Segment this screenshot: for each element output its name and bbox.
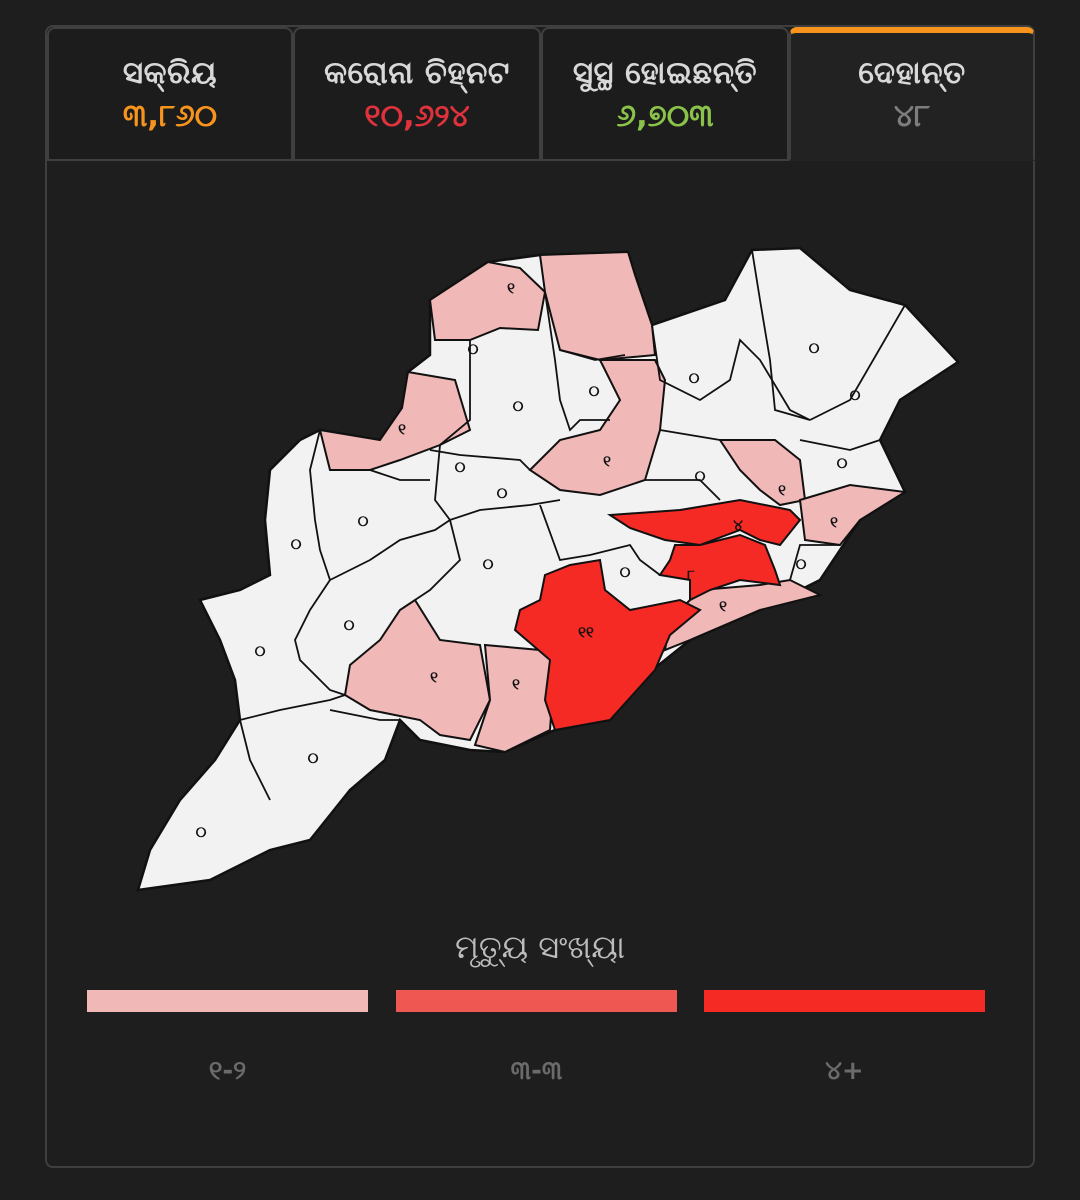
district-kandhamal[interactable] xyxy=(343,598,492,742)
district-label: ୦ xyxy=(358,512,369,530)
district-label: ୧ xyxy=(778,481,786,499)
district-sundargarh[interactable] xyxy=(428,260,547,341)
district-label: ୦ xyxy=(196,823,207,841)
district-angul[interactable] xyxy=(528,359,667,497)
district-jajpur[interactable] xyxy=(718,439,807,507)
district-label: ୧୧ xyxy=(578,623,594,641)
stats-tabs: ସକ୍ରିୟ ୩,୮୬୦ କରୋନା ଚିହ୍ନଟ ୧୦,୬୨୪ ସୁସ୍ଥ ହ… xyxy=(47,27,1035,163)
district-borders xyxy=(239,249,906,801)
district-label: ୧ xyxy=(398,420,406,438)
district-keonjhar[interactable] xyxy=(538,250,657,362)
district-label: ୦ xyxy=(513,397,524,415)
district-label: ୦ xyxy=(689,369,700,387)
tab-confirmed-value: ୧୦,୬୨୪ xyxy=(364,98,470,134)
tab-deceased-value: ୪୮ xyxy=(893,98,931,134)
district-label: ୦ xyxy=(308,749,319,767)
district-label: ୦ xyxy=(291,535,302,553)
tab-recovered[interactable]: ସୁସ୍ଥ ହୋଇଛନ୍ତି ୬,୭୦୩ xyxy=(541,27,789,161)
district-labels: ୧ ୦ ୦ ୦ ୦ ୦ ୦ ୧ ୦ ୧ ୦ ୦ ୦ ୦ ୦ ୧ ୪ ୧ ୦ ୮ … xyxy=(196,279,861,841)
tab-recovered-value: ୬,୭୦୩ xyxy=(616,98,714,134)
legend-swatch-low xyxy=(87,990,368,1012)
legend-label-low: ୧-୨ xyxy=(208,1056,247,1086)
district-label: ୦ xyxy=(468,340,479,358)
tab-deceased-label: ଦେହାନ୍ତ xyxy=(858,55,966,91)
legend-swatch-high xyxy=(704,990,985,1012)
state-outline xyxy=(136,246,960,892)
legend-title: ମୃତ୍ୟୁ ସଂଖ୍ୟା xyxy=(454,928,626,966)
district-label: ୦ xyxy=(695,467,706,485)
district-label: ୧ xyxy=(507,279,515,297)
district-label: ୧ xyxy=(512,675,520,693)
tab-active[interactable]: ସକ୍ରିୟ ୩,୮୬୦ xyxy=(47,27,293,161)
tab-active-value: ୩,୮୬୦ xyxy=(122,98,218,134)
district-label: ୦ xyxy=(837,454,848,472)
district-label: ୦ xyxy=(589,382,600,400)
district-label: ୮ xyxy=(687,566,696,584)
legend-swatch-mid xyxy=(396,990,677,1012)
tab-active-label: ସକ୍ରିୟ xyxy=(122,55,218,91)
district-label: ୧ xyxy=(430,668,438,686)
tab-confirmed[interactable]: କରୋନା ଚିହ୍ନଟ ୧୦,୬୨୪ xyxy=(293,27,541,161)
district-label: ୦ xyxy=(255,642,266,660)
district-label: ୦ xyxy=(497,484,508,502)
tab-recovered-label: ସୁସ୍ଥ ହୋଇଛନ୍ତି xyxy=(572,55,758,91)
district-label: ୦ xyxy=(344,616,355,634)
district-kendrapara[interactable] xyxy=(798,483,908,547)
tab-confirmed-label: କରୋନା ଚିହ୍ନଟ xyxy=(324,55,510,91)
district-label: ୦ xyxy=(809,339,820,357)
legend-label-mid: ୩-୩ xyxy=(510,1056,563,1086)
district-label: ୦ xyxy=(455,458,466,476)
district-ganjam[interactable] xyxy=(513,558,702,732)
legend-label-high: ୪+ xyxy=(825,1056,864,1086)
district-label: ୦ xyxy=(620,563,631,581)
district-label: ୦ xyxy=(850,386,861,404)
district-label: ୧ xyxy=(603,452,611,470)
district-label: ୪ xyxy=(733,516,743,534)
district-cuttack[interactable] xyxy=(606,498,802,547)
district-label: ୧ xyxy=(719,597,727,615)
tab-deceased[interactable]: ଦେହାନ୍ତ ୪୮ xyxy=(789,27,1035,161)
district-label: ୦ xyxy=(483,555,494,573)
district-label: ୧ xyxy=(830,513,838,531)
district-label: ୦ xyxy=(796,555,807,573)
